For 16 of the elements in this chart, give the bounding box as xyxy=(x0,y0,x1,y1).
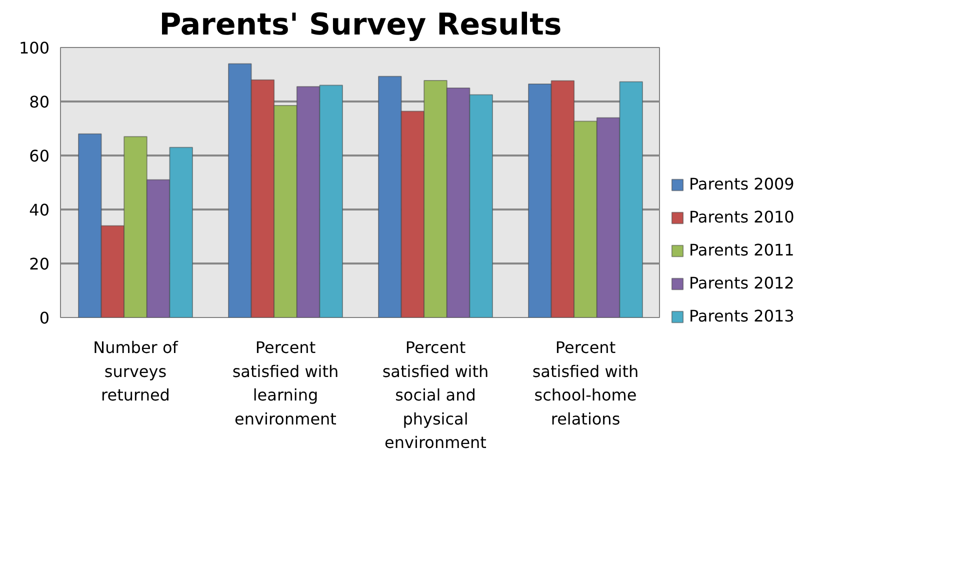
y-tick-label: 0 xyxy=(39,308,50,328)
legend-label: Parents 2009 xyxy=(689,174,794,194)
legend-label: Parents 2012 xyxy=(689,274,794,292)
y-tick-label: 60 xyxy=(29,146,50,166)
legend-label: Parents 2010 xyxy=(689,208,794,226)
x-tick-label: Percent satisfied with school-home relations xyxy=(532,338,639,428)
x-tick-label: Number of surveys returned xyxy=(93,338,178,404)
y-tick-label: 40 xyxy=(29,200,50,220)
x-tick-label: Percent satisfied with social and physical environment xyxy=(382,338,489,452)
y-tick-label: 100 xyxy=(18,38,50,58)
legend-label: Parents 2013 xyxy=(689,306,794,326)
chart-title: Parents' Survey Results xyxy=(159,8,562,42)
x-tick-label: Percent satisfied with learning environment xyxy=(232,338,339,428)
y-tick-label: 20 xyxy=(29,254,50,274)
y-tick-label: 80 xyxy=(29,92,50,112)
legend-label: Parents 2011 xyxy=(689,240,794,260)
